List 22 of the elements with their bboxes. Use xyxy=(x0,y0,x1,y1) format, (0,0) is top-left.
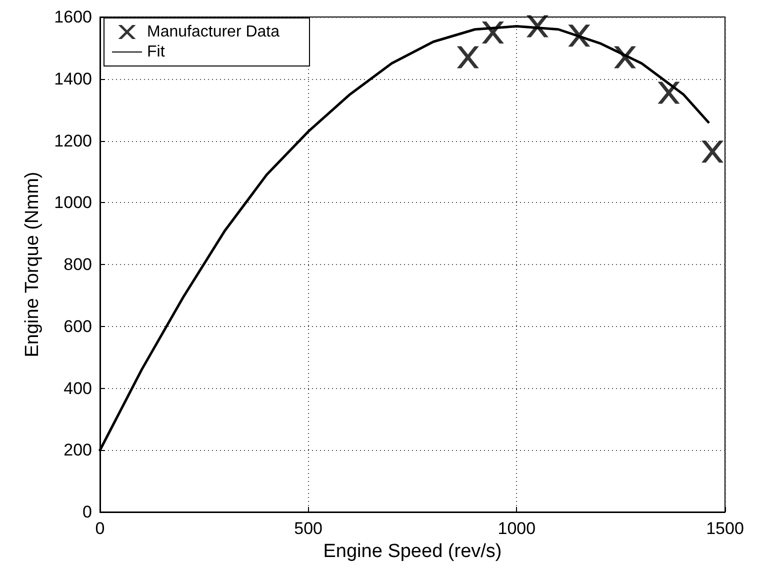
y-tick-label: 600 xyxy=(64,316,92,336)
y-tick-label: 1400 xyxy=(54,69,92,88)
point xyxy=(658,82,680,104)
y-tick-label: 1600 xyxy=(54,8,92,26)
y-tick-label: 200 xyxy=(64,440,92,460)
x-tick-label: 500 xyxy=(294,519,323,538)
point xyxy=(456,46,479,68)
x-tick-label: 1000 xyxy=(498,519,536,538)
point xyxy=(702,140,724,163)
x-tick-label: 1500 xyxy=(706,519,744,538)
y-tick-label: 400 xyxy=(64,378,92,398)
x-tick-label: 0 xyxy=(95,519,105,538)
point xyxy=(526,15,548,38)
legend-label: Manufacturer Data xyxy=(147,24,280,40)
y-axis-title: Engine Torque (Nmm) xyxy=(22,172,43,358)
y-tick-label: 1000 xyxy=(54,193,92,212)
point xyxy=(568,24,590,47)
y-tick-label: 1200 xyxy=(54,131,92,150)
y-tick-label: 0 xyxy=(82,502,92,522)
legend-label: Fit xyxy=(147,44,166,60)
x-axis-title: Engine Speed (rev/s) xyxy=(323,540,502,562)
y-tick-label: 800 xyxy=(64,255,92,274)
